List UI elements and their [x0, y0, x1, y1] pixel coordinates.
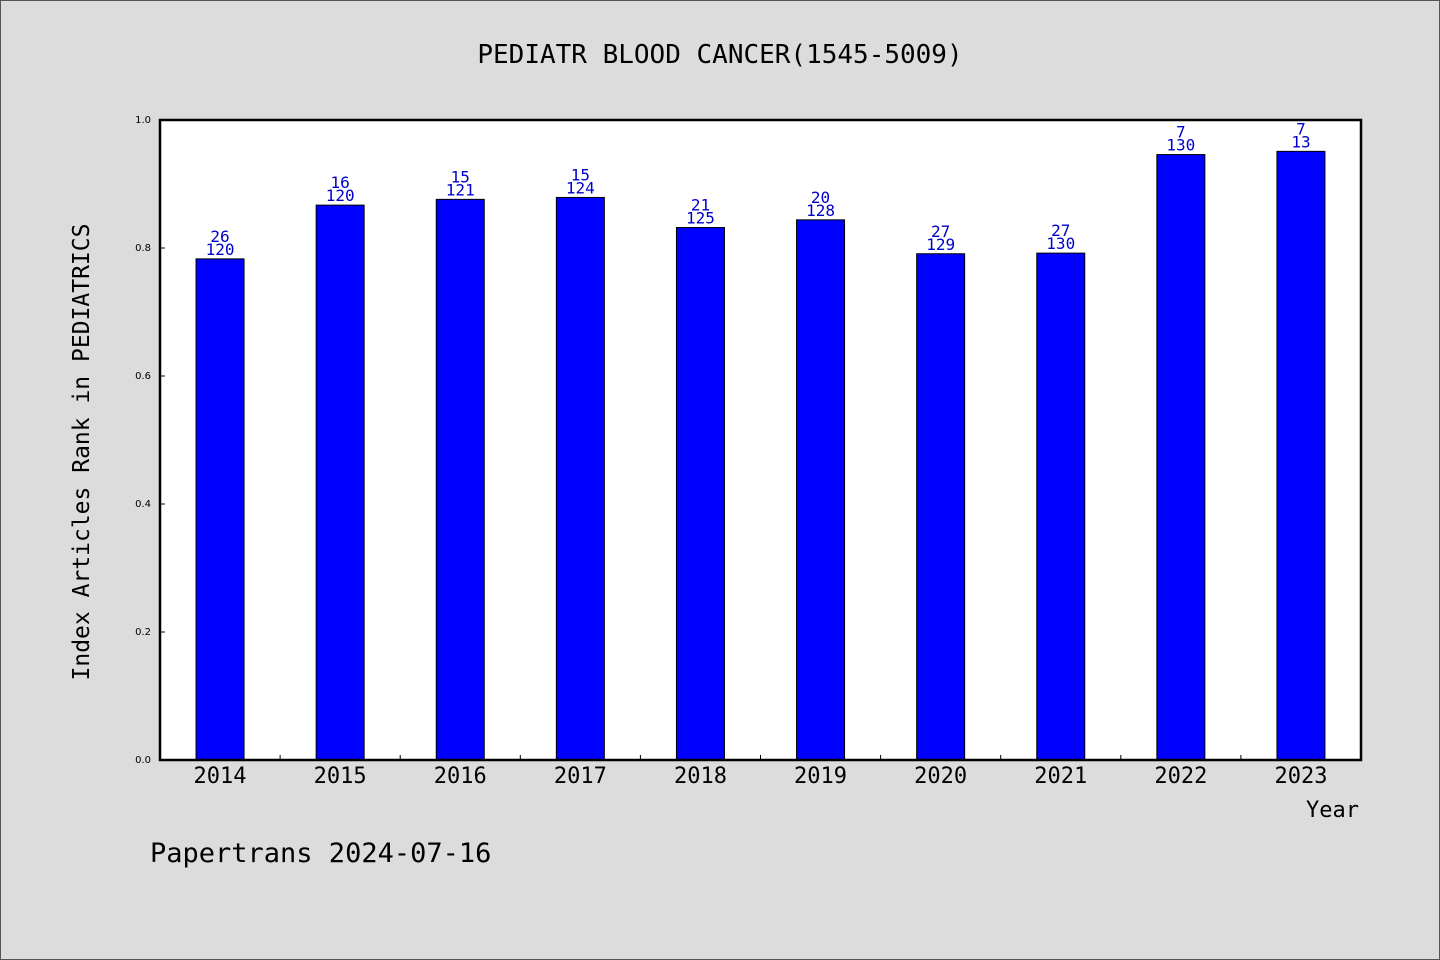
bar-2023	[1276, 150, 1326, 761]
data-label-top-2018: 21	[691, 196, 710, 215]
bars-group	[195, 150, 1326, 761]
data-label-bottom-2021: 130	[1046, 234, 1075, 253]
data-label-top-2021: 27	[1051, 221, 1070, 240]
data-label-bottom-2018: 125	[686, 209, 715, 228]
y-axis-label: Index Articles Rank in PEDIATRICS	[69, 224, 95, 681]
bar-2019	[796, 219, 846, 761]
y-tick-label: 0.0	[135, 755, 151, 766]
y-tick-label: 0.8	[135, 243, 151, 254]
x-tick-label-2022: 2022	[1154, 764, 1207, 789]
bar-2017	[555, 196, 605, 761]
data-label-bottom-2014: 120	[206, 240, 235, 259]
data-label-top-2019: 20	[811, 188, 830, 207]
x-tick-label-2020: 2020	[914, 764, 967, 789]
data-label-top-2016: 15	[451, 167, 470, 186]
footer-credit: Papertrans 2024-07-16	[150, 838, 491, 869]
chart-title: PEDIATR BLOOD CANCER(1545-5009)	[477, 40, 962, 70]
bar-2018	[675, 227, 725, 761]
data-label-bottom-2015: 120	[326, 186, 355, 205]
plot-border	[158, 118, 1363, 762]
bar-2016	[435, 198, 485, 761]
data-label-top-2014: 26	[210, 227, 229, 246]
data-label-bottom-2023: 13	[1291, 132, 1310, 151]
x-axis-ticks: 2014 2015 2016 2017 2018 2019 2020 2021 2022 2023	[194, 755, 1327, 789]
data-label-bottom-2022: 130	[1166, 136, 1195, 155]
data-label-bottom-2017: 124	[566, 178, 595, 197]
x-tick-label-2014: 2014	[194, 764, 247, 789]
x-tick-label-2019: 2019	[794, 764, 847, 789]
y-tick-label: 0.4	[135, 499, 151, 510]
data-label-top-2015: 16	[331, 173, 350, 192]
data-label-top-2017: 15	[571, 165, 590, 184]
data-label-top-2020: 27	[931, 222, 950, 241]
data-label-bottom-2020: 129	[926, 235, 955, 254]
bar-2022	[1156, 154, 1206, 761]
x-tick-label-2021: 2021	[1034, 764, 1087, 789]
data-label-bottom-2019: 128	[806, 201, 835, 220]
x-axis-label: Year	[1306, 798, 1359, 823]
x-tick-label-2018: 2018	[674, 764, 727, 789]
data-label-bottom-2016: 121	[446, 180, 475, 199]
x-tick-label-2017: 2017	[554, 764, 607, 789]
bar-2015	[315, 204, 365, 761]
data-label-top-2022: 7	[1176, 123, 1186, 142]
data-labels: 2612016120151211512421125201282712927130…	[206, 119, 1311, 259]
y-tick-label: 0.2	[135, 627, 151, 638]
x-tick-label-2023: 2023	[1274, 764, 1327, 789]
bar-2014	[195, 258, 245, 761]
bar-2020	[916, 253, 966, 761]
data-label-top-2023: 7	[1296, 119, 1306, 138]
y-tick-label: 0.6	[135, 371, 151, 382]
bar-2021	[1036, 252, 1086, 761]
x-tick-label-2016: 2016	[434, 764, 487, 789]
y-tick-label: 1.0	[135, 115, 151, 126]
x-tick-label-2015: 2015	[314, 764, 367, 789]
